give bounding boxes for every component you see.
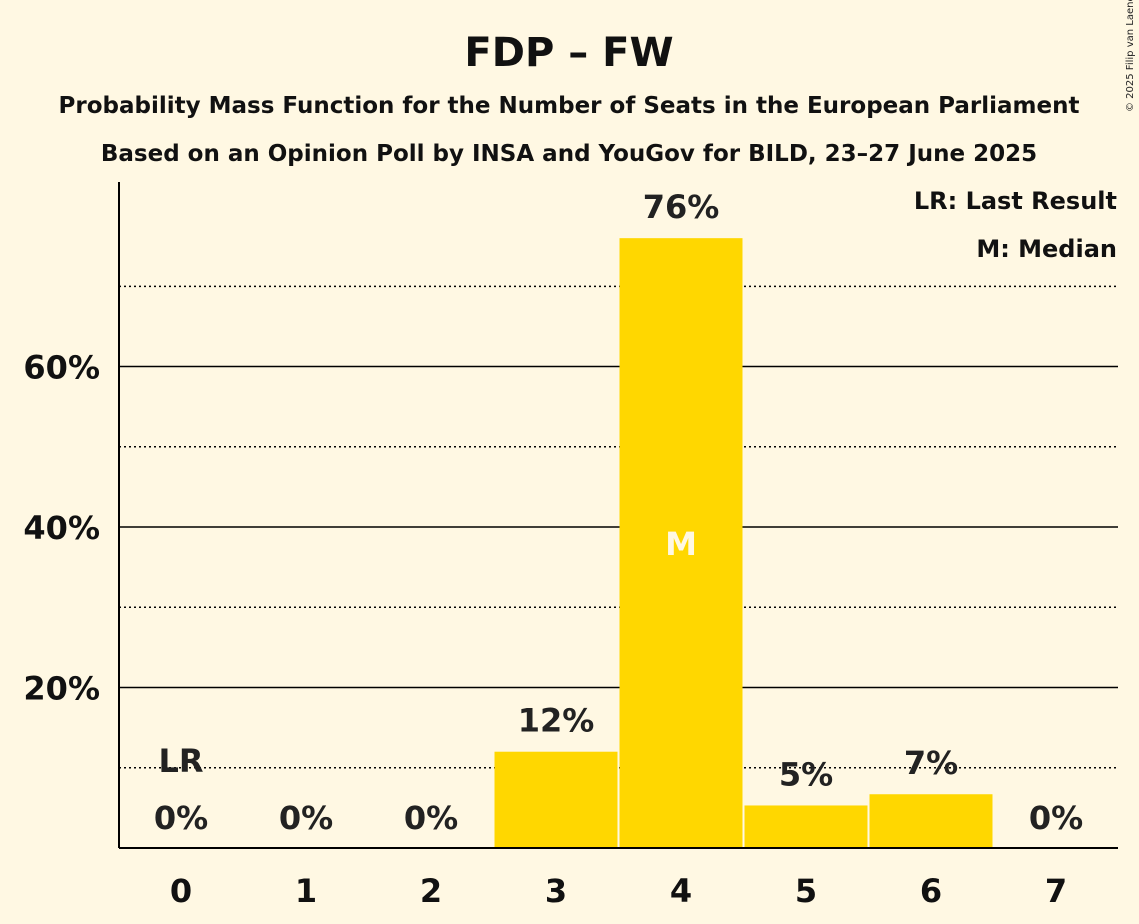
bars xyxy=(494,238,993,848)
copyright-notice: © 2025 Filip van Laenen xyxy=(1125,0,1136,112)
x-axis-ticks: 0 1 2 3 4 5 6 7 xyxy=(170,872,1067,910)
legend-last-result: LR: Last Result xyxy=(914,187,1117,215)
bar-value-label: 76% xyxy=(643,188,720,226)
x-tick-label: 7 xyxy=(1045,872,1067,910)
bar-value-label: 0% xyxy=(154,799,208,837)
bar-labels: 0% LR 0% 0% 12% 76% M 5% 7% 0% xyxy=(154,188,1083,837)
y-tick-label: 60% xyxy=(23,349,100,387)
x-tick-label: 2 xyxy=(420,872,442,910)
median-marker: M xyxy=(665,525,697,563)
bar xyxy=(744,805,868,848)
bar-value-label: 12% xyxy=(518,702,595,740)
y-axis-ticks: 20% 40% 60% xyxy=(23,349,100,708)
chart-source-line: Based on an Opinion Poll by INSA and You… xyxy=(101,141,1037,167)
y-tick-label: 40% xyxy=(23,509,100,547)
x-tick-label: 5 xyxy=(795,872,817,910)
last-result-marker: LR xyxy=(158,742,203,780)
bar-value-label: 7% xyxy=(904,744,958,782)
bar xyxy=(494,751,618,848)
bar-value-label: 0% xyxy=(404,799,458,837)
x-tick-label: 4 xyxy=(670,872,692,910)
x-tick-label: 3 xyxy=(545,872,567,910)
x-tick-label: 0 xyxy=(170,872,192,910)
x-tick-label: 6 xyxy=(920,872,942,910)
y-tick-label: 20% xyxy=(23,670,100,708)
bar-value-label: 0% xyxy=(279,799,333,837)
legend-median: M: Median xyxy=(976,235,1117,263)
x-tick-label: 1 xyxy=(295,872,317,910)
bar xyxy=(869,794,993,848)
bar xyxy=(619,238,743,848)
chart-subtitle: Probability Mass Function for the Number… xyxy=(59,93,1080,119)
gridlines xyxy=(119,285,1118,769)
bar-value-label: 0% xyxy=(1029,799,1083,837)
chart-title: FDP – FW xyxy=(464,30,673,76)
bar-value-label: 5% xyxy=(779,755,833,793)
